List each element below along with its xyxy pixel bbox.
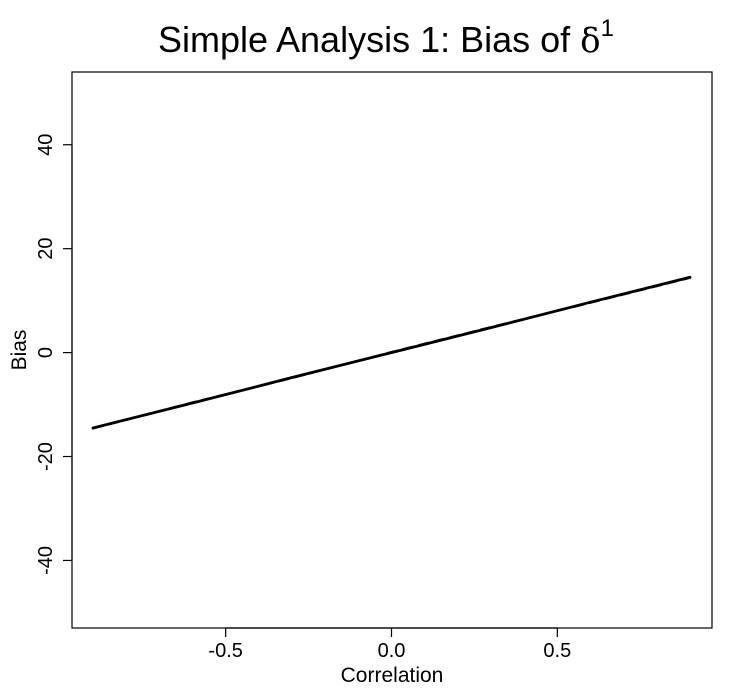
x-tick-label: -0.5 [208, 640, 242, 662]
chart-title-superscript: 1 [601, 15, 614, 42]
y-tick-label: 0 [35, 347, 57, 358]
y-tick-label: 40 [35, 134, 57, 156]
y-tick-label: -20 [35, 442, 57, 471]
series-line-2 [91, 276, 692, 430]
y-tick-label: -40 [35, 546, 57, 575]
chart-title-text: Simple Analysis 1: Bias of [158, 19, 580, 60]
chart-title: Simple Analysis 1: Bias of δ1 [158, 15, 614, 61]
y-axis-title: Bias [8, 330, 31, 371]
x-tick-label: 0.5 [543, 640, 571, 662]
series-layer [91, 275, 692, 430]
plot-frame [71, 71, 713, 629]
x-tick-label: 0.0 [378, 640, 406, 662]
y-tick-label: 20 [35, 238, 57, 260]
chart-title-delta-symbol: δ [580, 21, 600, 61]
y-axis: -40 -20 0 20 40 [35, 134, 73, 575]
x-axis-title: Correlation [341, 664, 444, 687]
x-axis: -0.5 0.0 0.5 [208, 627, 571, 662]
